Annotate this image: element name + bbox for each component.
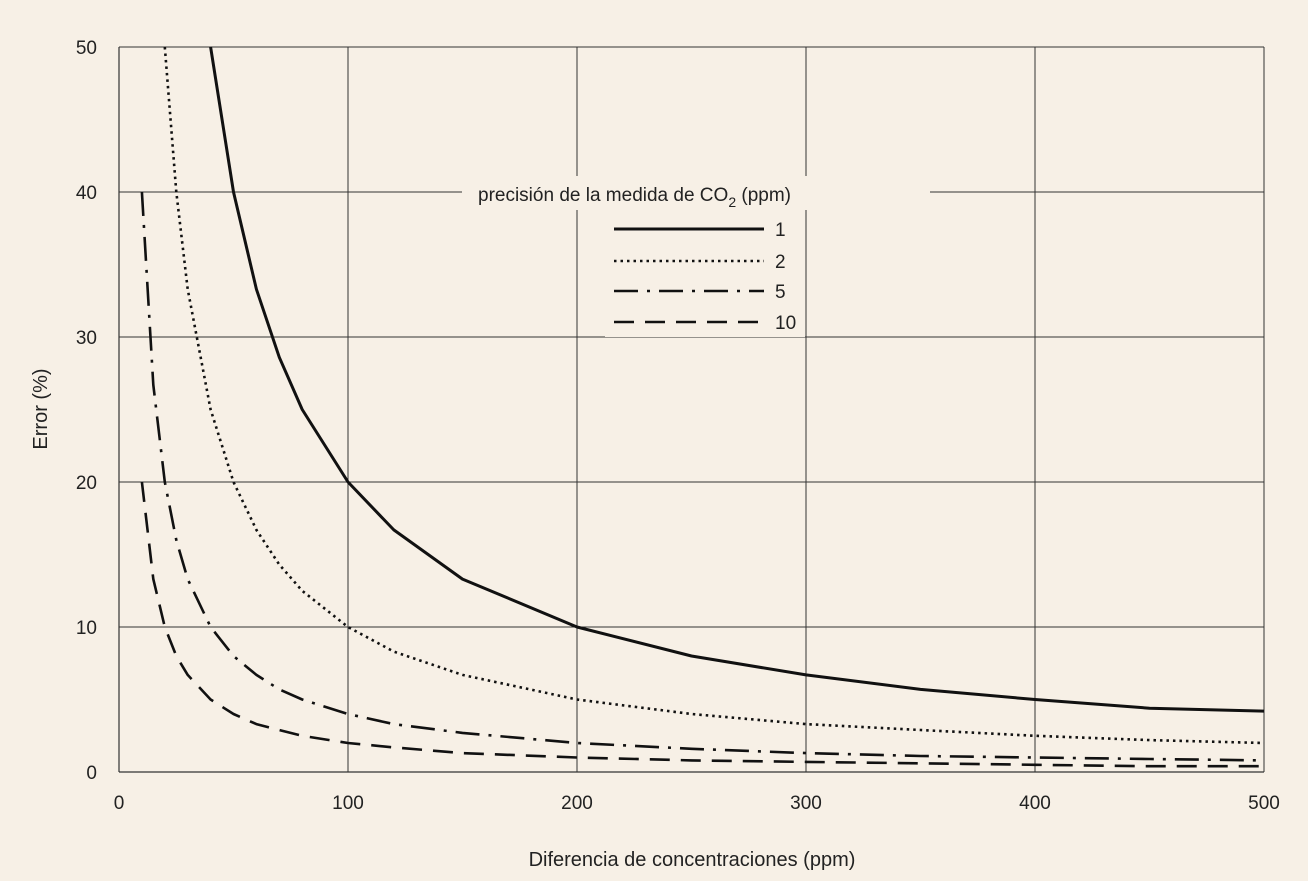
x-tick-label-200: 200 bbox=[561, 793, 593, 814]
x-axis-title: Diferencia de concentraciones (ppm) bbox=[529, 849, 856, 871]
legend-title: precisión de la medida de CO2 (ppm) bbox=[478, 185, 791, 210]
legend-title-main: precisión de la medida de CO bbox=[478, 185, 728, 206]
x-tick-label-100: 100 bbox=[332, 793, 364, 814]
series-layer bbox=[140, 46, 1265, 768]
legend-entries: 1 2 5 10 bbox=[605, 214, 805, 337]
x-tick-label-0: 0 bbox=[114, 793, 125, 814]
tick-labels: 0 100 200 300 400 500 0 10 20 30 40 50 bbox=[76, 38, 1280, 814]
axes bbox=[118, 47, 1264, 773]
series-line-2 bbox=[163, 46, 1265, 745]
legend-title-background bbox=[462, 176, 930, 210]
series-line-1 bbox=[209, 46, 1265, 713]
x-tick-label-300: 300 bbox=[790, 793, 822, 814]
legend-label-1: 1 bbox=[775, 220, 786, 241]
y-tick-label-20: 20 bbox=[76, 473, 97, 494]
y-tick-label-40: 40 bbox=[76, 183, 97, 204]
y-axis-title: Error (%) bbox=[30, 368, 52, 449]
legend-entry-bg-10 bbox=[605, 307, 805, 337]
x-tick-label-400: 400 bbox=[1019, 793, 1051, 814]
y-tick-label-30: 30 bbox=[76, 328, 97, 349]
x-tick-label-500: 500 bbox=[1248, 793, 1280, 814]
legend-label-5: 5 bbox=[775, 282, 786, 303]
y-tick-label-0: 0 bbox=[86, 763, 97, 784]
y-tick-label-50: 50 bbox=[76, 38, 97, 59]
legend-label-2: 2 bbox=[775, 252, 786, 273]
series-line-5 bbox=[140, 191, 1265, 762]
legend: precisión de la medida de CO2 (ppm) 1251… bbox=[462, 176, 930, 337]
legend-label-10: 10 bbox=[775, 313, 796, 334]
legend-title-subscript: 2 bbox=[728, 194, 736, 210]
series-line-10 bbox=[140, 481, 1264, 768]
y-tick-label-10: 10 bbox=[76, 618, 97, 639]
legend-title-tail: (ppm) bbox=[736, 185, 791, 206]
